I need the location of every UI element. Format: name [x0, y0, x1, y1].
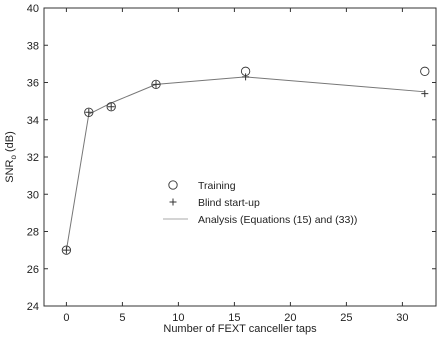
blind-startup-point [85, 108, 93, 116]
training-point [151, 79, 161, 90]
y-tick-label: 28 [27, 227, 39, 239]
legend-training-marker [168, 180, 178, 190]
y-axis-label-subscript: o [9, 155, 18, 160]
series-analysis-line [65, 76, 425, 251]
blind-startup-point [107, 103, 115, 111]
legend-analysis-label: Analysis (Equations (15) and (33)) [198, 214, 357, 226]
legend-training-label: Training [198, 180, 236, 192]
training-point [61, 245, 72, 255]
legend: Training Blind start-up Analysis (Equati… [163, 180, 357, 226]
x-tick-label: 0 [63, 312, 69, 324]
x-tick-label: 30 [396, 312, 408, 324]
y-tick-label: 38 [27, 40, 39, 52]
y-axis-label: SNRo (dB) [4, 131, 18, 183]
blind-startup-point [152, 80, 160, 88]
x-tick-label: 5 [119, 312, 125, 324]
axis-ticks: 0 5 10 15 20 25 30 24 26 28 30 32 34 36 38 40 [27, 3, 436, 324]
y-axis-label-main: SNR [4, 159, 16, 182]
y-tick-label: 36 [27, 78, 39, 90]
blind-startup-point [242, 73, 250, 81]
y-tick-label: 40 [27, 3, 39, 15]
y-tick-label: 30 [27, 189, 39, 201]
training-point [84, 107, 94, 117]
x-tick-label: 25 [340, 312, 352, 324]
blind-startup-point [62, 246, 70, 254]
training-point [420, 66, 430, 76]
legend-blind-label: Blind start-up [198, 197, 260, 209]
x-tick-label: 10 [172, 312, 184, 324]
y-tick-label: 34 [27, 115, 39, 127]
y-axis-label-unit: (dB) [4, 131, 16, 155]
y-tick-label: 32 [27, 152, 39, 164]
y-tick-label: 24 [27, 301, 39, 313]
blind-startup-point [421, 90, 429, 98]
plot-frame [43, 7, 437, 307]
y-tick-label: 26 [27, 264, 39, 276]
x-tick-label: 20 [284, 312, 296, 324]
legend-blind-marker [169, 198, 177, 206]
training-point [106, 102, 116, 112]
x-tick-label: 15 [228, 312, 240, 324]
x-axis-label: Number of FEXT canceller taps [163, 323, 317, 335]
series-layer [61, 66, 430, 255]
